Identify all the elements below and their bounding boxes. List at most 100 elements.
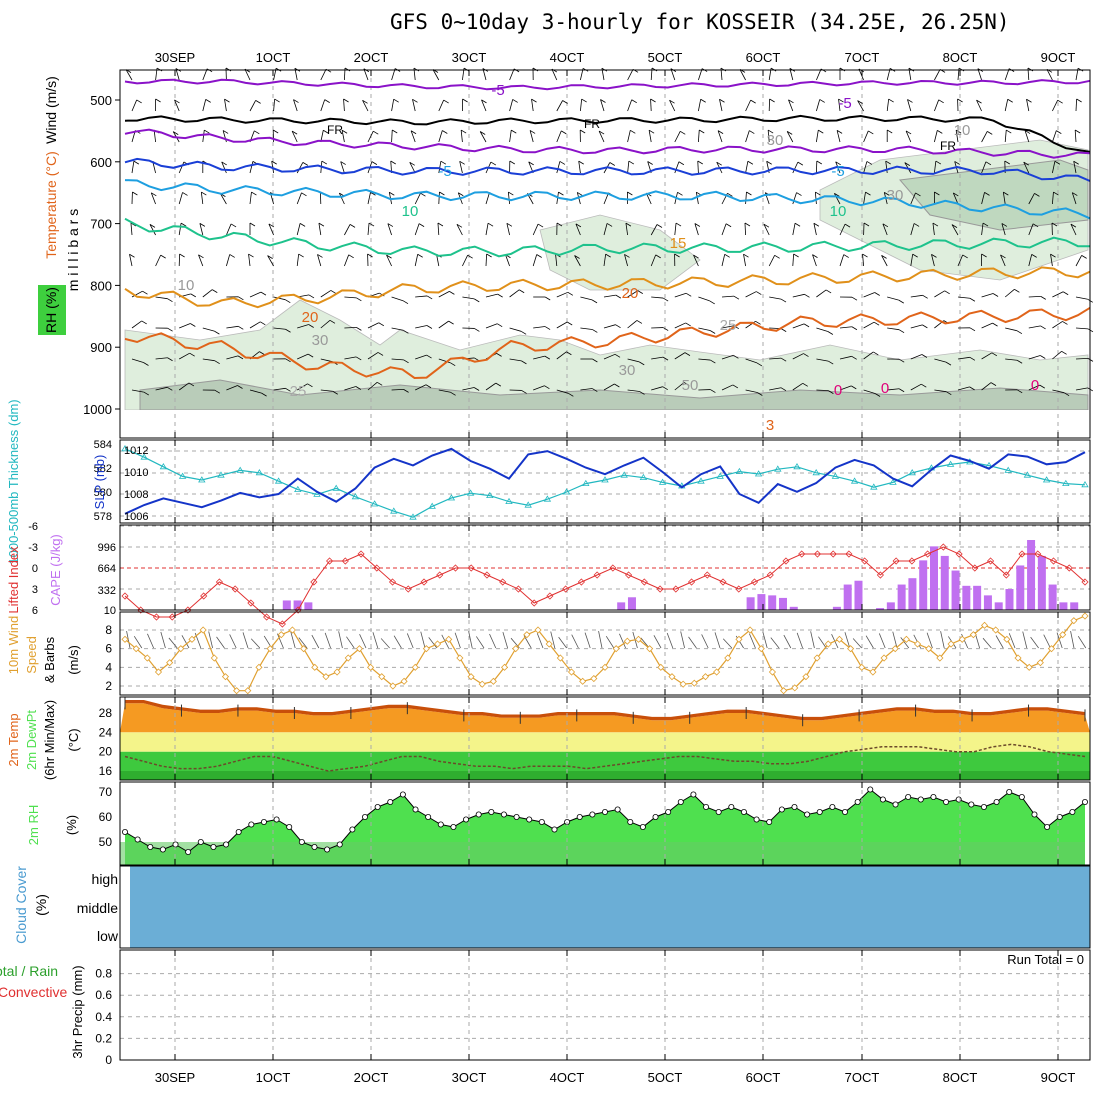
wind-barb — [272, 129, 279, 134]
wind-barb — [828, 360, 834, 365]
y-tick-label: 1000 — [83, 402, 112, 417]
wind-barb — [674, 352, 686, 360]
wind-barb — [1052, 100, 1059, 112]
data-point — [746, 626, 754, 634]
data-point — [1036, 659, 1044, 667]
wind-barb — [600, 99, 605, 112]
y-tick-label: 8 — [105, 623, 112, 637]
contour-label: 10 — [954, 122, 971, 139]
data-point — [121, 445, 129, 452]
wind-barb — [684, 352, 691, 356]
wind-barb — [403, 389, 409, 393]
wind-barb — [757, 392, 763, 396]
isotherm-line — [124, 266, 1091, 309]
wind-barb — [639, 391, 645, 395]
wind-barb — [556, 351, 567, 360]
data-point — [433, 640, 442, 648]
x-tick-label-bottom: 3OCT — [452, 1070, 487, 1085]
wind-barb — [476, 636, 485, 649]
wind-barb — [1030, 636, 1039, 649]
wind-barb — [260, 291, 267, 296]
wind-barb — [695, 192, 699, 205]
data-point — [646, 645, 654, 653]
wind-barb — [648, 129, 655, 134]
x-tick-label-bottom: 8OCT — [943, 1070, 978, 1085]
wind-barb — [438, 291, 450, 298]
wind-barb — [317, 254, 322, 267]
wind-barb — [680, 631, 685, 649]
data-point — [955, 796, 962, 803]
data-point — [248, 821, 255, 828]
data-point — [735, 635, 743, 643]
wind-barb — [285, 328, 291, 333]
wind-barb — [603, 192, 609, 205]
wind-barb — [981, 161, 987, 174]
wind-barb — [1028, 325, 1041, 329]
cape-bar — [1070, 602, 1079, 610]
data-point — [388, 578, 397, 586]
wind-barb — [624, 254, 628, 267]
y-tick-label: 3 — [32, 584, 38, 596]
data-point — [690, 791, 697, 798]
wind-barb — [418, 223, 425, 227]
wind-barb — [462, 98, 468, 103]
wind-barb — [834, 193, 841, 205]
wind-barb — [685, 322, 691, 327]
data-point — [286, 824, 293, 831]
data-point — [562, 585, 570, 593]
data-point — [1069, 809, 1076, 816]
wind-barb — [693, 254, 699, 259]
data-point — [247, 599, 255, 607]
wind-barb — [851, 296, 858, 301]
wind-barb — [153, 130, 156, 143]
wind-barb — [862, 254, 864, 267]
wind-barb — [178, 161, 185, 174]
data-point — [891, 645, 899, 653]
wind-barb — [905, 130, 912, 135]
wind-barb — [311, 634, 320, 649]
cape-bar — [789, 606, 798, 610]
data-point — [842, 809, 849, 816]
wind-barb — [386, 254, 392, 267]
wind-barb — [953, 192, 959, 197]
wind-barb — [178, 382, 190, 391]
wind-barb — [1075, 98, 1078, 112]
wind-barb — [944, 290, 950, 295]
wind-barb — [291, 130, 298, 135]
wind-barb — [990, 382, 997, 386]
wind-barb — [680, 130, 686, 135]
wind-barb — [544, 385, 550, 390]
wind-barb — [697, 160, 703, 165]
cape-bar — [876, 608, 885, 610]
wind-barb — [230, 223, 237, 228]
data-point — [1062, 479, 1070, 486]
wind-barb — [1000, 254, 1006, 267]
data-point — [924, 550, 932, 558]
wind-barb — [863, 222, 870, 227]
wind-barb — [756, 362, 763, 367]
wind-barb — [318, 222, 325, 227]
wind-barb — [863, 161, 868, 174]
wind-barb — [769, 296, 782, 300]
wind-barb — [627, 320, 638, 329]
y-tick-label: 0.6 — [95, 988, 112, 1002]
wind-barb — [285, 387, 291, 392]
wind-barb — [1070, 223, 1077, 236]
data-point — [791, 684, 799, 692]
data-point — [980, 621, 989, 629]
wind-barb — [367, 352, 379, 360]
y-tick-label: 0.4 — [95, 1010, 112, 1024]
wind-barb — [674, 292, 687, 298]
wind-barb — [509, 327, 522, 332]
wind-barb — [255, 100, 261, 104]
wind-barb — [506, 223, 510, 236]
data-point — [300, 645, 308, 653]
data-point — [589, 811, 596, 818]
wind-barb — [449, 291, 455, 295]
data-point — [556, 654, 564, 662]
data-point — [1059, 631, 1067, 639]
data-point — [159, 463, 168, 470]
wind-barb — [763, 223, 770, 228]
wind-barb — [1003, 191, 1009, 196]
data-point — [215, 578, 223, 586]
